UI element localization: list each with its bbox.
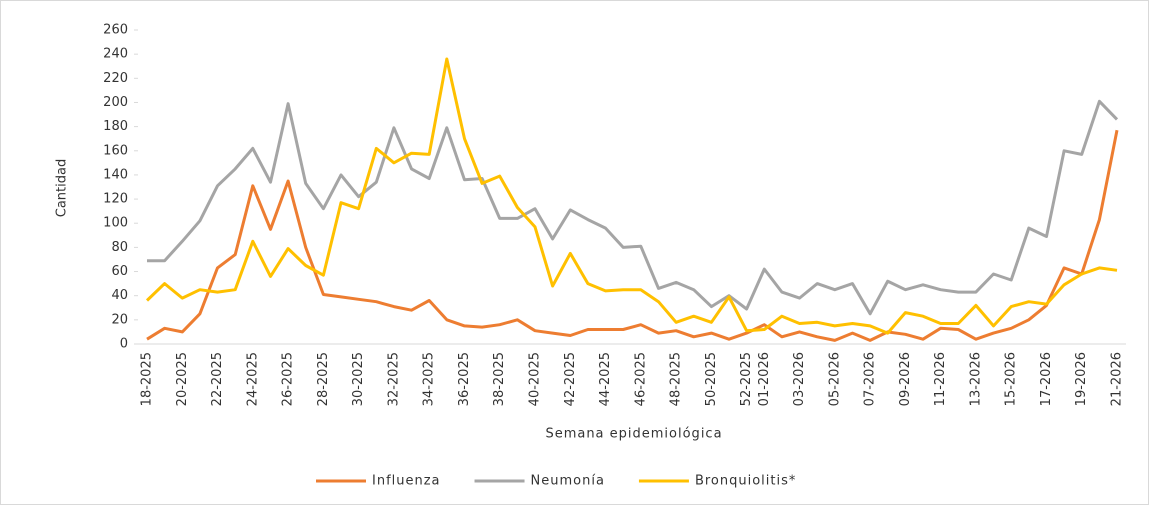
y-tick-label: 220	[103, 71, 128, 86]
y-tick-label: 100	[103, 216, 128, 231]
x-tick-label: 44-2025	[598, 352, 613, 406]
x-tick-label: 36-2025	[457, 352, 472, 406]
y-tick-label: 160	[103, 143, 128, 158]
y-tick-label: 20	[111, 312, 128, 327]
legend-label: Bronquiolitis*	[695, 474, 796, 489]
x-tick-label: 30-2025	[351, 352, 366, 406]
x-tick-label: 24-2025	[245, 352, 260, 406]
x-tick-label: 01-2026	[757, 352, 772, 406]
x-tick-label: 28-2025	[316, 352, 331, 406]
y-tick-label: 120	[103, 192, 128, 207]
x-tick-label: 26-2025	[281, 352, 296, 406]
x-tick-label: 32-2025	[386, 352, 401, 406]
y-tick-label: 40	[111, 288, 128, 303]
legend-label: Influenza	[372, 474, 441, 489]
x-tick-label: 48-2025	[669, 352, 684, 406]
series-line	[145, 57, 1118, 335]
x-tick-label: 40-2025	[528, 352, 543, 406]
y-tick-label: 60	[111, 264, 128, 279]
series-line	[146, 129, 1119, 342]
x-tick-label: 20-2025	[175, 352, 190, 406]
x-tick-label: 05-2026	[827, 352, 842, 406]
y-tick-label: 80	[111, 240, 128, 255]
y-tick-label: 240	[103, 47, 128, 62]
x-tick-label: 15-2026	[1004, 352, 1019, 406]
y-tick-label: 200	[103, 95, 128, 110]
y-tick-label: 180	[103, 119, 128, 134]
x-tick-label: 17-2026	[1039, 352, 1054, 406]
x-tick-label: 11-2026	[933, 352, 948, 406]
x-tick-label: 19-2026	[1074, 352, 1089, 406]
x-tick-label: 13-2026	[968, 352, 983, 406]
x-tick-label: 38-2025	[492, 352, 507, 406]
x-axis-title: Semana epidemiológica	[545, 427, 722, 442]
x-tick-label: 09-2026	[898, 352, 913, 406]
x-tick-label: 22-2025	[210, 352, 225, 406]
y-axis-title: Cantidad	[55, 159, 70, 217]
x-tick-label: 46-2025	[633, 352, 648, 406]
x-tick-label: 03-2026	[792, 352, 807, 406]
x-tick-label: 52-2025	[739, 352, 754, 406]
x-tick-label: 34-2025	[422, 352, 437, 406]
y-tick-label: 260	[103, 23, 128, 38]
x-tick-label: 21-2026	[1110, 352, 1125, 406]
series-line	[147, 99, 1119, 316]
legend-label: Neumonía	[531, 474, 605, 489]
x-tick-label: 18-2025	[140, 352, 155, 406]
x-tick-label: 50-2025	[704, 352, 719, 406]
x-tick-label: 07-2026	[863, 352, 878, 406]
y-tick-label: 140	[103, 167, 128, 182]
x-tick-label: 42-2025	[563, 352, 578, 406]
y-tick-label: 0	[120, 337, 128, 352]
